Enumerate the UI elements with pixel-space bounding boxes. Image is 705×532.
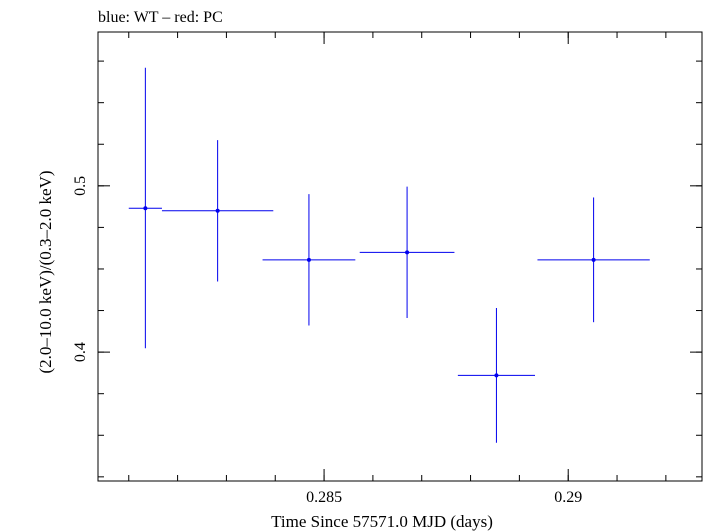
point-marker [405, 250, 410, 255]
point-marker [143, 206, 148, 211]
data-point [262, 194, 356, 326]
x-axis-label: Time Since 57571.0 MJD (days) [271, 512, 493, 531]
axis-ticks [98, 32, 702, 481]
point-marker [591, 257, 596, 262]
data-point [161, 140, 274, 282]
y-tick-label: 0.4 [72, 342, 89, 362]
axis-tick-labels: 0.285 0.29 0.4 0.5 [72, 176, 582, 506]
point-marker [215, 208, 220, 213]
data-point [359, 186, 455, 319]
chart-title: blue: WT – red: PC [98, 9, 223, 26]
data-point [128, 67, 162, 349]
point-marker [306, 257, 311, 262]
data-point [537, 197, 650, 323]
point-marker [494, 373, 499, 378]
y-tick-label: 0.5 [72, 176, 89, 196]
data-points [128, 67, 650, 443]
plot-frame [97, 31, 703, 482]
x-tick-label: 0.29 [554, 489, 582, 506]
data-point [457, 308, 536, 443]
y-axis-label: (2.0–10.0 keV)/(0.3–2.0 keV) [36, 170, 55, 373]
x-tick-label: 0.285 [306, 489, 342, 506]
